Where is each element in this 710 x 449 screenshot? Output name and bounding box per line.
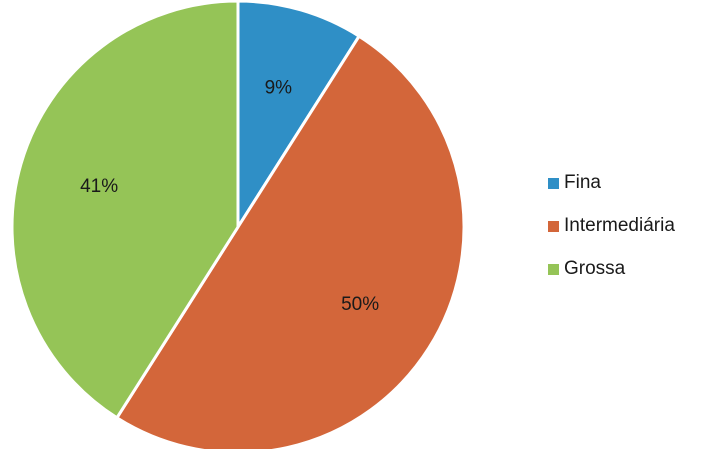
- slice-label-fina: 9%: [265, 78, 293, 99]
- pie-slice-labels: 9% 50% 41%: [80, 78, 379, 315]
- legend-item-fina: Fina: [548, 172, 675, 193]
- pie-slices: [10, 0, 466, 449]
- legend-item-grossa: Grossa: [548, 258, 675, 279]
- legend-swatch-intermediaria: [548, 220, 559, 232]
- legend-item-intermediaria: Intermediária: [548, 215, 675, 236]
- pie-slice-intermediaria: [115, 34, 466, 449]
- legend-label-intermediaria: Intermediária: [564, 215, 675, 236]
- legend-label-grossa: Grossa: [564, 258, 626, 279]
- slice-label-intermediaria: 50%: [341, 294, 379, 315]
- legend: Fina Intermediária Grossa: [548, 172, 675, 302]
- pie-slice-fina: [236, 0, 361, 229]
- legend-swatch-grossa: [548, 263, 559, 275]
- slice-label-grossa: 41%: [80, 176, 118, 197]
- pie-slice-grossa: [10, 0, 240, 420]
- legend-swatch-fina: [548, 177, 559, 189]
- legend-label-fina: Fina: [564, 172, 601, 193]
